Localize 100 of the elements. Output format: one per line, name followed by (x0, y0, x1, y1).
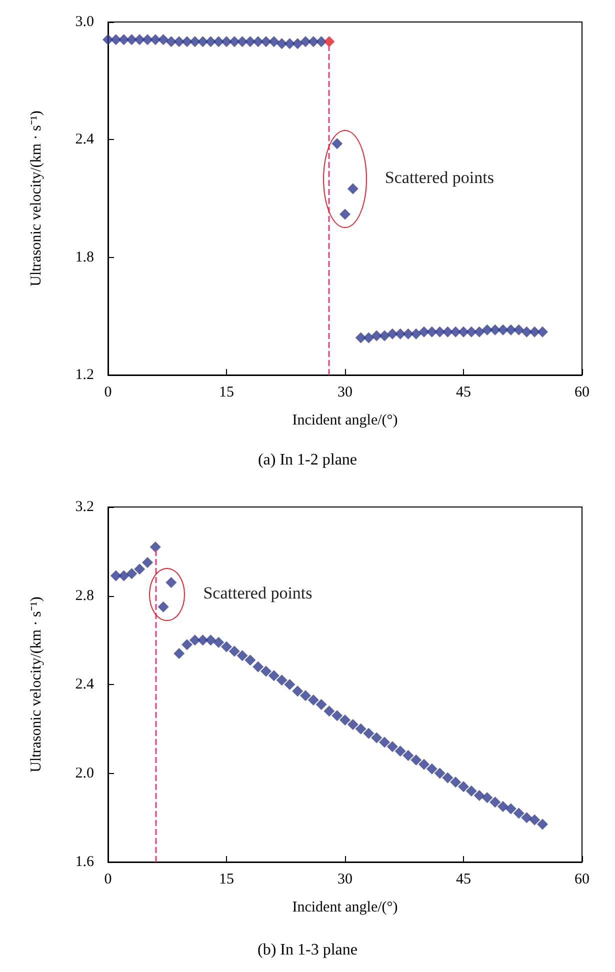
point (513, 324, 524, 336)
point (102, 34, 114, 46)
point (402, 328, 414, 340)
point (442, 326, 454, 338)
point (426, 326, 438, 338)
point (166, 576, 177, 588)
point (466, 786, 477, 796)
point (228, 646, 240, 657)
point (363, 728, 374, 739)
point (126, 34, 138, 46)
annotation: Scattered points (384, 168, 494, 187)
point (529, 814, 540, 826)
point (505, 803, 516, 814)
text: (b) In 1-3 plane (258, 942, 358, 958)
point (482, 324, 493, 336)
point (292, 38, 304, 50)
point (134, 564, 146, 575)
annotation: Scattered points (203, 584, 312, 603)
point (418, 758, 430, 770)
point (332, 710, 343, 722)
point (355, 332, 366, 344)
point (386, 741, 398, 752)
x-axis-title: Incident angle/(°) (292, 900, 398, 916)
point (308, 694, 319, 706)
point (371, 330, 382, 342)
point (410, 328, 422, 340)
point (205, 36, 216, 48)
point (394, 328, 406, 340)
y-tick-label: 1.6 (75, 854, 94, 870)
x-tick-label: 45 (456, 872, 471, 888)
point (244, 36, 256, 48)
x-tick-label: 0 (104, 872, 112, 888)
y-tick-label: 1.8 (75, 249, 94, 266)
point (197, 36, 208, 48)
point (498, 801, 508, 812)
point (228, 36, 240, 48)
point (182, 639, 192, 650)
point (221, 36, 232, 48)
point (442, 772, 454, 784)
point (340, 208, 350, 220)
point (474, 790, 485, 801)
point (205, 634, 216, 646)
point (300, 690, 311, 702)
point (300, 36, 311, 48)
point (347, 718, 358, 730)
point (221, 641, 232, 652)
x-tick-label: 15 (219, 872, 234, 888)
point (118, 570, 130, 582)
y-axis-title: Ultrasonic velocity/(km · s⁻¹) (28, 110, 44, 286)
point (394, 746, 406, 757)
point (284, 679, 296, 690)
point (252, 661, 264, 672)
point (182, 36, 192, 48)
y-axis-title: Ultrasonic velocity/(km · s⁻¹) (28, 596, 44, 772)
point (466, 326, 477, 338)
point (386, 328, 398, 340)
point (150, 541, 161, 552)
x-tick-label: 30 (338, 384, 352, 400)
point (355, 723, 366, 734)
point (332, 138, 343, 150)
point (292, 686, 304, 697)
point (268, 670, 280, 682)
point (118, 34, 130, 46)
point (324, 706, 335, 717)
point (276, 674, 288, 686)
point (513, 808, 524, 819)
point (505, 324, 516, 336)
point (189, 36, 200, 48)
point (434, 326, 446, 338)
point (363, 332, 374, 344)
x-tick-label: 45 (456, 384, 471, 400)
point (498, 324, 508, 336)
point (252, 36, 264, 48)
y-tick-label: 3.0 (75, 14, 94, 30)
point (150, 34, 161, 46)
point (126, 568, 138, 580)
y-tick-label: 2.4 (75, 676, 94, 692)
point (347, 183, 358, 194)
point (458, 326, 469, 338)
point (521, 326, 532, 338)
point (236, 36, 248, 48)
point (482, 792, 493, 804)
point (434, 768, 446, 779)
x-tick-label: 15 (219, 384, 234, 400)
point (158, 34, 169, 46)
text: (a) In 1-2 plane (258, 452, 358, 468)
point (142, 556, 153, 568)
point (142, 34, 153, 46)
point (197, 634, 208, 646)
point (402, 750, 414, 761)
x-tick-label: 60 (574, 872, 590, 888)
point (379, 330, 390, 342)
point (174, 36, 185, 48)
y-tick-label: 2.4 (75, 132, 94, 148)
point (474, 326, 485, 338)
point (213, 36, 224, 48)
point (284, 38, 296, 50)
point (537, 818, 548, 830)
point (276, 38, 288, 50)
point (340, 714, 350, 726)
